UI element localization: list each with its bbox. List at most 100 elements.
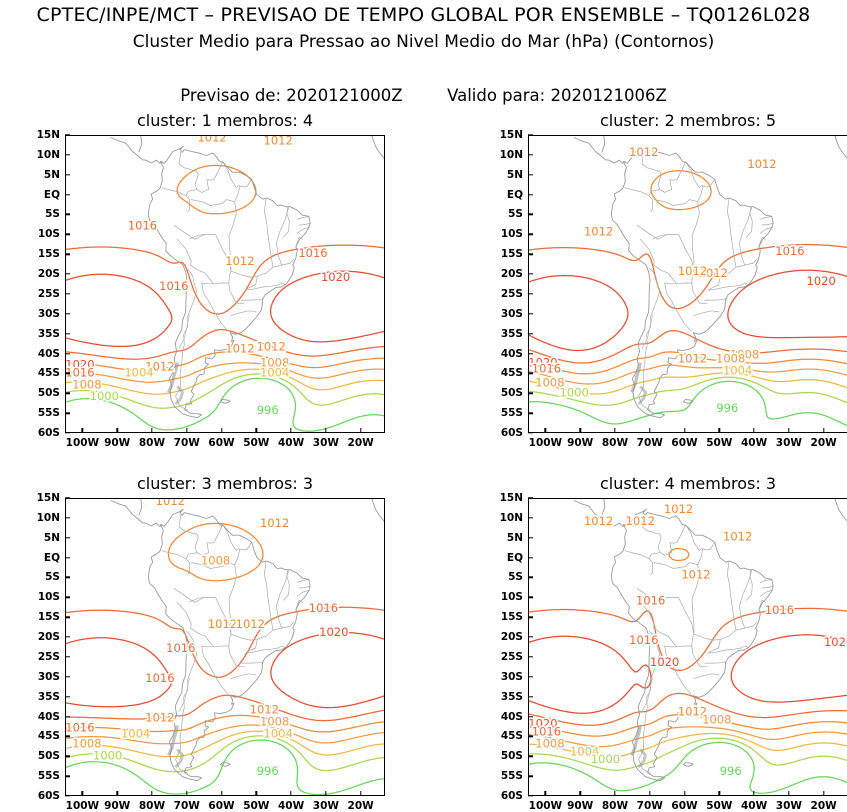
svg-text:1008: 1008 bbox=[72, 736, 101, 750]
x-axis-tick-label: 90W bbox=[567, 800, 594, 812]
x-axis-tick-label: 60W bbox=[208, 800, 235, 812]
page-title: CPTEC/INPE/MCT – PREVISAO DE TEMPO GLOBA… bbox=[36, 4, 811, 26]
x-axis-tick-label: 70W bbox=[173, 437, 200, 449]
x-axis-tick-mark bbox=[186, 791, 188, 796]
x-axis-tick-mark bbox=[683, 791, 686, 796]
svg-text:1012: 1012 bbox=[208, 617, 237, 631]
y-axis-tick-mark bbox=[65, 735, 70, 738]
svg-text:1012: 1012 bbox=[678, 264, 707, 278]
map-outline-layer bbox=[107, 136, 384, 419]
panel-title-1: cluster: 1 membros: 4 bbox=[136, 111, 314, 130]
cluster-panel-1: cluster: 1 membros: 4 1012 1012 1012 1012 101… bbox=[37, 111, 385, 449]
y-axis-tick-label: 60S bbox=[37, 427, 60, 439]
map-outline-layer bbox=[570, 499, 847, 782]
y-axis-tick-label: 25S bbox=[500, 650, 523, 663]
y-axis-tick-label: 15N bbox=[36, 129, 60, 141]
y-axis-tick-mark bbox=[65, 775, 70, 777]
svg-text:1012: 1012 bbox=[257, 340, 286, 354]
svg-text:1020: 1020 bbox=[66, 357, 95, 371]
svg-text:1020: 1020 bbox=[529, 356, 558, 370]
svg-text:1016: 1016 bbox=[298, 246, 327, 260]
svg-text:1012: 1012 bbox=[723, 530, 752, 544]
svg-text:1008: 1008 bbox=[260, 356, 289, 370]
y-axis-tick-mark bbox=[528, 154, 533, 156]
y-axis-tick-label: 15S bbox=[37, 248, 60, 261]
svg-text:1004: 1004 bbox=[121, 726, 150, 740]
x-axis-tick-mark bbox=[683, 428, 686, 433]
svg-text:1016: 1016 bbox=[775, 244, 804, 258]
svg-text:1012: 1012 bbox=[584, 514, 613, 528]
svg-text:1016: 1016 bbox=[66, 365, 95, 379]
x-axis-tick-label: 30W bbox=[775, 800, 802, 812]
x-axis-tick-mark bbox=[788, 428, 790, 433]
forecast-run-label: Previsao de: 2020121000Z bbox=[180, 86, 403, 105]
svg-text:1016: 1016 bbox=[66, 720, 95, 734]
y-axis-tick-label: 55S bbox=[500, 407, 523, 420]
y-axis-tick-mark bbox=[528, 392, 533, 394]
svg-text:1012: 1012 bbox=[145, 359, 174, 373]
svg-text:1020: 1020 bbox=[650, 655, 679, 669]
svg-text:1008: 1008 bbox=[535, 736, 564, 750]
y-axis-tick-label: 40S bbox=[37, 347, 60, 360]
y-axis-tick-mark bbox=[65, 352, 70, 355]
x-axis-tick-mark bbox=[718, 428, 720, 433]
svg-text:1016: 1016 bbox=[298, 246, 327, 260]
y-axis-tick-mark bbox=[65, 273, 70, 275]
svg-text:1004: 1004 bbox=[723, 363, 752, 377]
x-axis-tick-mark bbox=[649, 428, 651, 433]
svg-text:996: 996 bbox=[720, 764, 742, 778]
y-axis-tick-mark bbox=[528, 556, 533, 559]
svg-text:1004: 1004 bbox=[570, 744, 599, 758]
svg-text:996: 996 bbox=[257, 403, 279, 417]
x-axis-tick-label: 70W bbox=[173, 800, 200, 812]
x-axis-tick-label: 40W bbox=[740, 800, 768, 812]
x-axis-tick-label: 90W bbox=[104, 800, 131, 812]
svg-text:996: 996 bbox=[716, 401, 738, 415]
x-axis-tick-mark bbox=[290, 428, 292, 433]
y-axis-tick-label: EQ bbox=[506, 551, 523, 564]
forecast-valid-label: Valido para: 2020121006Z bbox=[447, 86, 667, 105]
y-axis-tick-mark bbox=[65, 497, 70, 499]
y-axis-tick-mark bbox=[65, 392, 70, 394]
y-axis-tick-mark bbox=[528, 656, 533, 658]
contour-layer bbox=[66, 522, 384, 795]
x-axis-tick-mark bbox=[186, 428, 188, 433]
y-axis-tick-mark bbox=[65, 293, 70, 295]
svg-text:1012: 1012 bbox=[699, 266, 728, 280]
y-axis-tick-mark bbox=[65, 755, 70, 757]
y-axis-tick-mark bbox=[528, 273, 533, 275]
svg-text:1012: 1012 bbox=[723, 530, 752, 544]
y-axis-tick-label: 35S bbox=[37, 690, 60, 703]
cluster-panel-4: cluster: 4 membros: 3 1012 1012 1012 1012 101… bbox=[500, 474, 847, 812]
svg-text:996: 996 bbox=[720, 764, 742, 778]
y-axis-tick-label: 50S bbox=[500, 387, 523, 400]
y-axis-tick-mark bbox=[528, 596, 533, 599]
y-axis-tick-label: EQ bbox=[506, 188, 523, 201]
svg-text:1012: 1012 bbox=[584, 224, 613, 238]
x-axis-tick-mark bbox=[81, 791, 84, 796]
y-axis-tick-mark bbox=[528, 233, 533, 236]
y-axis-tick-label: 10N bbox=[36, 148, 60, 161]
y-axis-tick-mark bbox=[65, 695, 70, 698]
x-axis-tick-label: 20W bbox=[347, 800, 374, 812]
svg-text:1012: 1012 bbox=[584, 514, 613, 528]
y-axis-tick-mark bbox=[528, 332, 533, 335]
y-axis-tick-label: 55S bbox=[37, 407, 60, 420]
y-axis-tick-label: 5N bbox=[506, 531, 523, 544]
y-axis-tick-mark bbox=[65, 656, 70, 658]
svg-text:1016: 1016 bbox=[159, 279, 188, 293]
y-axis-tick-mark bbox=[65, 233, 70, 236]
svg-text:1004: 1004 bbox=[260, 365, 289, 379]
x-axis-tick-mark bbox=[753, 791, 755, 796]
svg-text:1012: 1012 bbox=[156, 499, 185, 508]
x-axis-tick-mark bbox=[753, 428, 755, 433]
svg-text:1012: 1012 bbox=[250, 703, 279, 717]
y-axis-tick-label: 60S bbox=[37, 790, 60, 802]
y-axis-tick-label: 45S bbox=[37, 367, 60, 380]
y-axis-tick-mark bbox=[528, 616, 533, 618]
panel-title-4: cluster: 4 membros: 3 bbox=[599, 474, 777, 493]
y-axis-tick-label: 45S bbox=[500, 367, 523, 380]
svg-text:1016: 1016 bbox=[66, 365, 95, 379]
x-axis-tick-label: 70W bbox=[636, 437, 663, 449]
